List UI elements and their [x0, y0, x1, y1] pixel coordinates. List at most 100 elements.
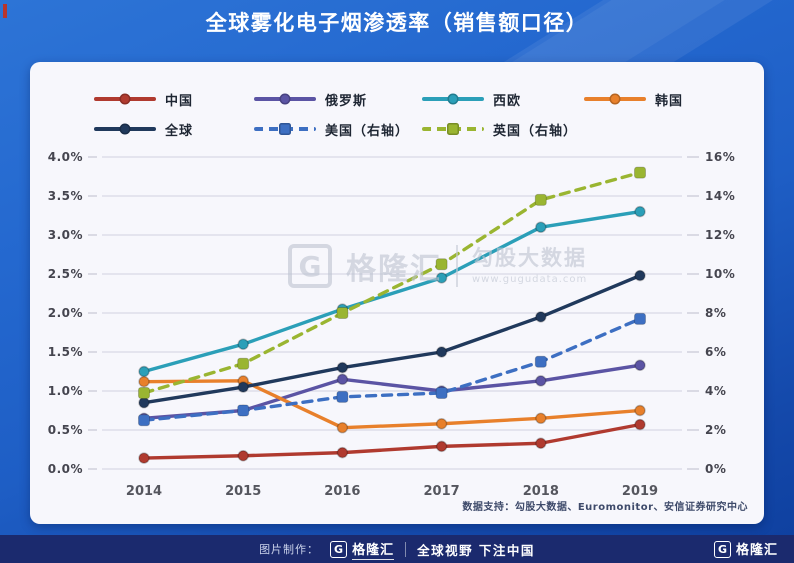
right-axis-label: 12%	[705, 228, 735, 242]
legend-swatch	[422, 92, 484, 106]
series-marker-4	[336, 361, 349, 374]
series-marker-3	[138, 375, 150, 388]
right-axis-label: 0%	[705, 462, 726, 476]
series-marker-2	[237, 338, 249, 350]
series-marker-4	[237, 381, 249, 393]
x-axis-label: 2017	[424, 484, 460, 499]
left-axis-label: 2.0%	[48, 306, 83, 320]
series-marker-5	[336, 390, 349, 403]
series-marker-6	[534, 193, 547, 206]
legend-item-4: 全球	[94, 120, 254, 139]
legend-swatch	[584, 92, 646, 106]
footer-slogan: 全球视野 下注中国	[417, 542, 535, 558]
series-line-4	[142, 273, 642, 405]
series-line-3	[142, 379, 642, 430]
series-marker-6	[237, 357, 250, 370]
line-chart: 0.0% 0% 0.5% 2% 1.0% 4% 1.5% 6% 2.0% 8% 2.5% 10% 3.0…	[48, 150, 735, 499]
series-marker-0	[138, 452, 150, 464]
series-marker-5	[534, 355, 547, 368]
series-marker-1	[535, 375, 547, 387]
series-line-6	[142, 170, 642, 395]
series-marker-6	[634, 166, 646, 179]
left-axis-label: 3.5%	[48, 189, 83, 203]
legend-item-0: 中国	[94, 90, 254, 109]
series-line-5	[142, 317, 642, 422]
series-marker-2	[535, 221, 547, 233]
series-marker-1	[634, 359, 646, 371]
legend-label: 韩国	[655, 93, 684, 109]
right-axis-label: 10%	[705, 267, 735, 281]
brand-logo-icon: G	[713, 540, 731, 558]
series-marker-5	[634, 312, 646, 325]
series-marker-6	[336, 307, 349, 319]
series-marker-1	[336, 373, 349, 385]
series-marker-0	[435, 440, 448, 453]
series-marker-0	[634, 418, 646, 431]
series-marker-3	[634, 404, 646, 417]
series-marker-5	[237, 404, 250, 417]
footer-made-by-label: 图片制作：	[259, 543, 320, 556]
series-marker-3	[336, 421, 349, 434]
series-marker-3	[435, 418, 448, 430]
left-axis-label: 0.0%	[48, 462, 83, 476]
series-line-2	[142, 209, 642, 374]
legend-label: 俄罗斯	[325, 93, 368, 109]
footer-right-logo: G 格隆汇	[713, 535, 778, 563]
legend-item-5: 美国（右轴）	[254, 120, 422, 139]
series-marker-5	[435, 386, 448, 399]
left-axis-label: 4.0%	[48, 150, 83, 164]
series-marker-2	[435, 272, 448, 284]
series-marker-0	[535, 437, 547, 449]
series-marker-4	[535, 311, 547, 323]
right-axis-label: 16%	[705, 150, 735, 164]
legend-swatch	[422, 122, 484, 136]
left-axis-label: 2.5%	[48, 267, 83, 281]
right-axis-label: 14%	[705, 189, 735, 203]
series-marker-0	[237, 450, 249, 462]
legend-label: 中国	[165, 93, 194, 109]
page-title: 全球雾化电子烟渗透率（销售额口径）	[205, 11, 589, 35]
series-marker-6	[435, 258, 448, 271]
right-axis-label: 6%	[705, 345, 726, 359]
x-axis-label: 2018	[523, 484, 559, 499]
legend-swatch	[94, 92, 156, 106]
legend-item-6: 英国（右轴）	[422, 120, 584, 139]
left-axis-label: 1.0%	[48, 384, 83, 398]
legend-item-3: 韩国	[584, 90, 744, 109]
legend-item-1: 俄罗斯	[254, 90, 422, 109]
series-marker-2	[138, 365, 150, 378]
corner-red-mark	[3, 4, 7, 18]
series-marker-5	[138, 414, 150, 427]
left-axis-label: 0.5%	[48, 423, 83, 437]
series-marker-4	[634, 269, 646, 282]
left-axis-label: 3.0%	[48, 228, 83, 242]
series-line-0	[142, 422, 642, 460]
brand-logo-icon: G	[330, 540, 348, 558]
legend-label: 美国（右轴）	[325, 123, 410, 139]
footer-bar: 图片制作： G 格隆汇 全球视野 下注中国 G 格隆汇	[0, 535, 794, 563]
series-marker-6	[138, 386, 150, 399]
right-axis-label: 2%	[705, 423, 726, 437]
series-marker-0	[336, 446, 349, 459]
footer-right-brand: 格隆汇	[735, 543, 778, 558]
series-marker-4	[138, 397, 150, 409]
series-marker-3	[535, 412, 547, 424]
legend-label: 西欧	[493, 93, 522, 109]
legend-swatch	[254, 122, 316, 136]
legend-label: 英国（右轴）	[493, 123, 578, 139]
legend-row-2: 全球 美国（右轴） 英国（右轴）	[94, 114, 744, 144]
right-axis-label: 8%	[705, 306, 726, 320]
series-marker-4	[435, 346, 448, 358]
right-axis-label: 4%	[705, 384, 726, 398]
footer-logo: G 格隆汇	[330, 539, 395, 560]
left-axis-label: 1.5%	[48, 345, 83, 359]
x-axis-label: 2016	[324, 484, 360, 499]
chart-card: 中国 俄罗斯 西欧 韩国 全球 美国（右轴） 英国（右轴） 0.0% 0% 0.5% 2% 1.0…	[30, 62, 764, 524]
chart-legend: 中国 俄罗斯 西欧 韩国 全球 美国（右轴） 英国（右轴）	[94, 84, 744, 144]
x-axis-label: 2014	[126, 484, 162, 499]
footer-divider	[405, 541, 407, 557]
data-source-footnote: 数据支持：勾股大数据、Euromonitor、安信证券研究中心	[462, 502, 748, 513]
series-marker-2	[634, 205, 646, 218]
x-axis-label: 2019	[622, 484, 658, 499]
